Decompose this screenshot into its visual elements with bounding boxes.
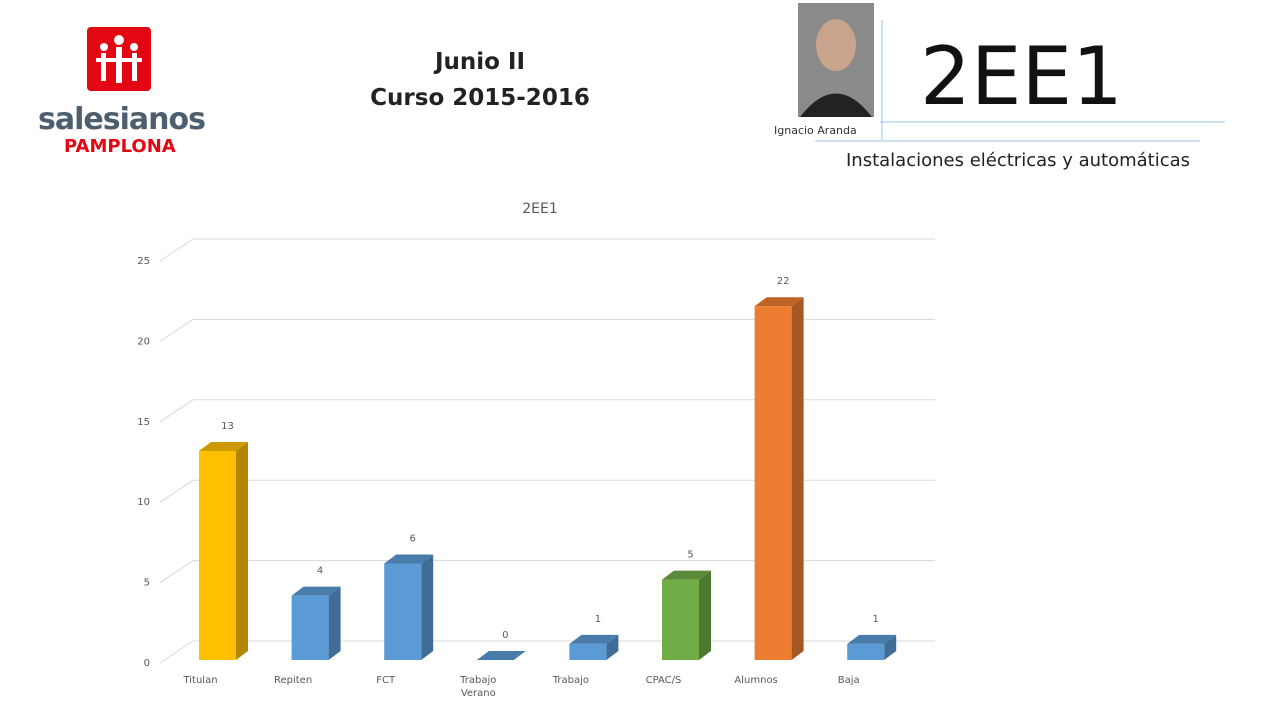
data-label: 1 bbox=[595, 614, 601, 625]
bar-top bbox=[569, 634, 619, 644]
data-label: 1 bbox=[873, 614, 879, 625]
bar-side bbox=[791, 297, 804, 660]
y-tick-label: 15 bbox=[137, 417, 150, 428]
x-tick-label: Baja bbox=[837, 675, 860, 686]
logo-figures bbox=[96, 35, 142, 83]
x-tick-label: Repiten bbox=[273, 675, 313, 686]
group-code: 2EE1 bbox=[920, 30, 1123, 123]
title-line: Curso 2015-2016 bbox=[370, 85, 590, 111]
title-line: Junio II bbox=[434, 49, 526, 75]
bar-side bbox=[606, 634, 619, 660]
bar bbox=[847, 643, 885, 660]
bar-top bbox=[662, 570, 711, 580]
bar bbox=[199, 450, 236, 660]
chart-title: 2EE1 bbox=[522, 201, 558, 217]
y-tick-label: 0 bbox=[144, 658, 150, 669]
bar-side bbox=[699, 570, 711, 660]
bar bbox=[384, 563, 422, 660]
x-tick-label: CPAC/S bbox=[645, 675, 682, 686]
x-tick-label: Alumnos bbox=[734, 675, 778, 686]
logo-city: PAMPLONA bbox=[64, 136, 176, 157]
bar bbox=[754, 306, 792, 660]
grid-line bbox=[159, 640, 935, 664]
y-tick-label: 20 bbox=[137, 336, 150, 347]
data-label: 6 bbox=[410, 534, 416, 545]
grid-line bbox=[159, 399, 935, 423]
x-tick-label: FCT bbox=[376, 675, 396, 686]
data-label: 4 bbox=[317, 566, 323, 577]
bar bbox=[569, 643, 607, 660]
bar bbox=[662, 579, 699, 660]
bar-side bbox=[421, 554, 434, 660]
photo-shirt bbox=[800, 93, 872, 117]
bar-top bbox=[847, 634, 897, 644]
bar-side bbox=[236, 441, 248, 660]
data-label: 0 bbox=[502, 630, 508, 641]
subject: Instalaciones eléctricas y automáticas bbox=[846, 150, 1191, 171]
bar bbox=[291, 595, 329, 660]
x-tick-label: Trabajo Verano bbox=[460, 675, 497, 699]
bar-top bbox=[291, 586, 341, 596]
data-label: 22 bbox=[777, 276, 790, 287]
grid-line bbox=[159, 318, 935, 342]
y-tick-label: 5 bbox=[144, 578, 150, 589]
bar-top bbox=[199, 441, 248, 451]
slide-title: Junio II Curso 2015-2016 bbox=[330, 44, 630, 116]
bar-top bbox=[754, 297, 804, 307]
bar-top bbox=[476, 651, 526, 660]
photo-face bbox=[816, 19, 856, 71]
x-tick-label: Trabajo bbox=[552, 675, 590, 686]
bar-top bbox=[384, 554, 434, 564]
y-tick-label: 10 bbox=[137, 497, 150, 508]
x-tick-label: Titulan bbox=[183, 675, 218, 686]
bar-side bbox=[884, 634, 897, 660]
teacher-name: Ignacio Aranda bbox=[774, 124, 857, 137]
grid-line bbox=[159, 479, 935, 503]
grid-line bbox=[159, 238, 935, 262]
y-tick-label: 25 bbox=[137, 256, 150, 267]
grid-line bbox=[159, 560, 935, 584]
logo-name: salesianos bbox=[38, 102, 206, 137]
data-label: 5 bbox=[687, 550, 693, 561]
bar-side bbox=[328, 586, 341, 660]
data-label: 13 bbox=[221, 421, 234, 432]
